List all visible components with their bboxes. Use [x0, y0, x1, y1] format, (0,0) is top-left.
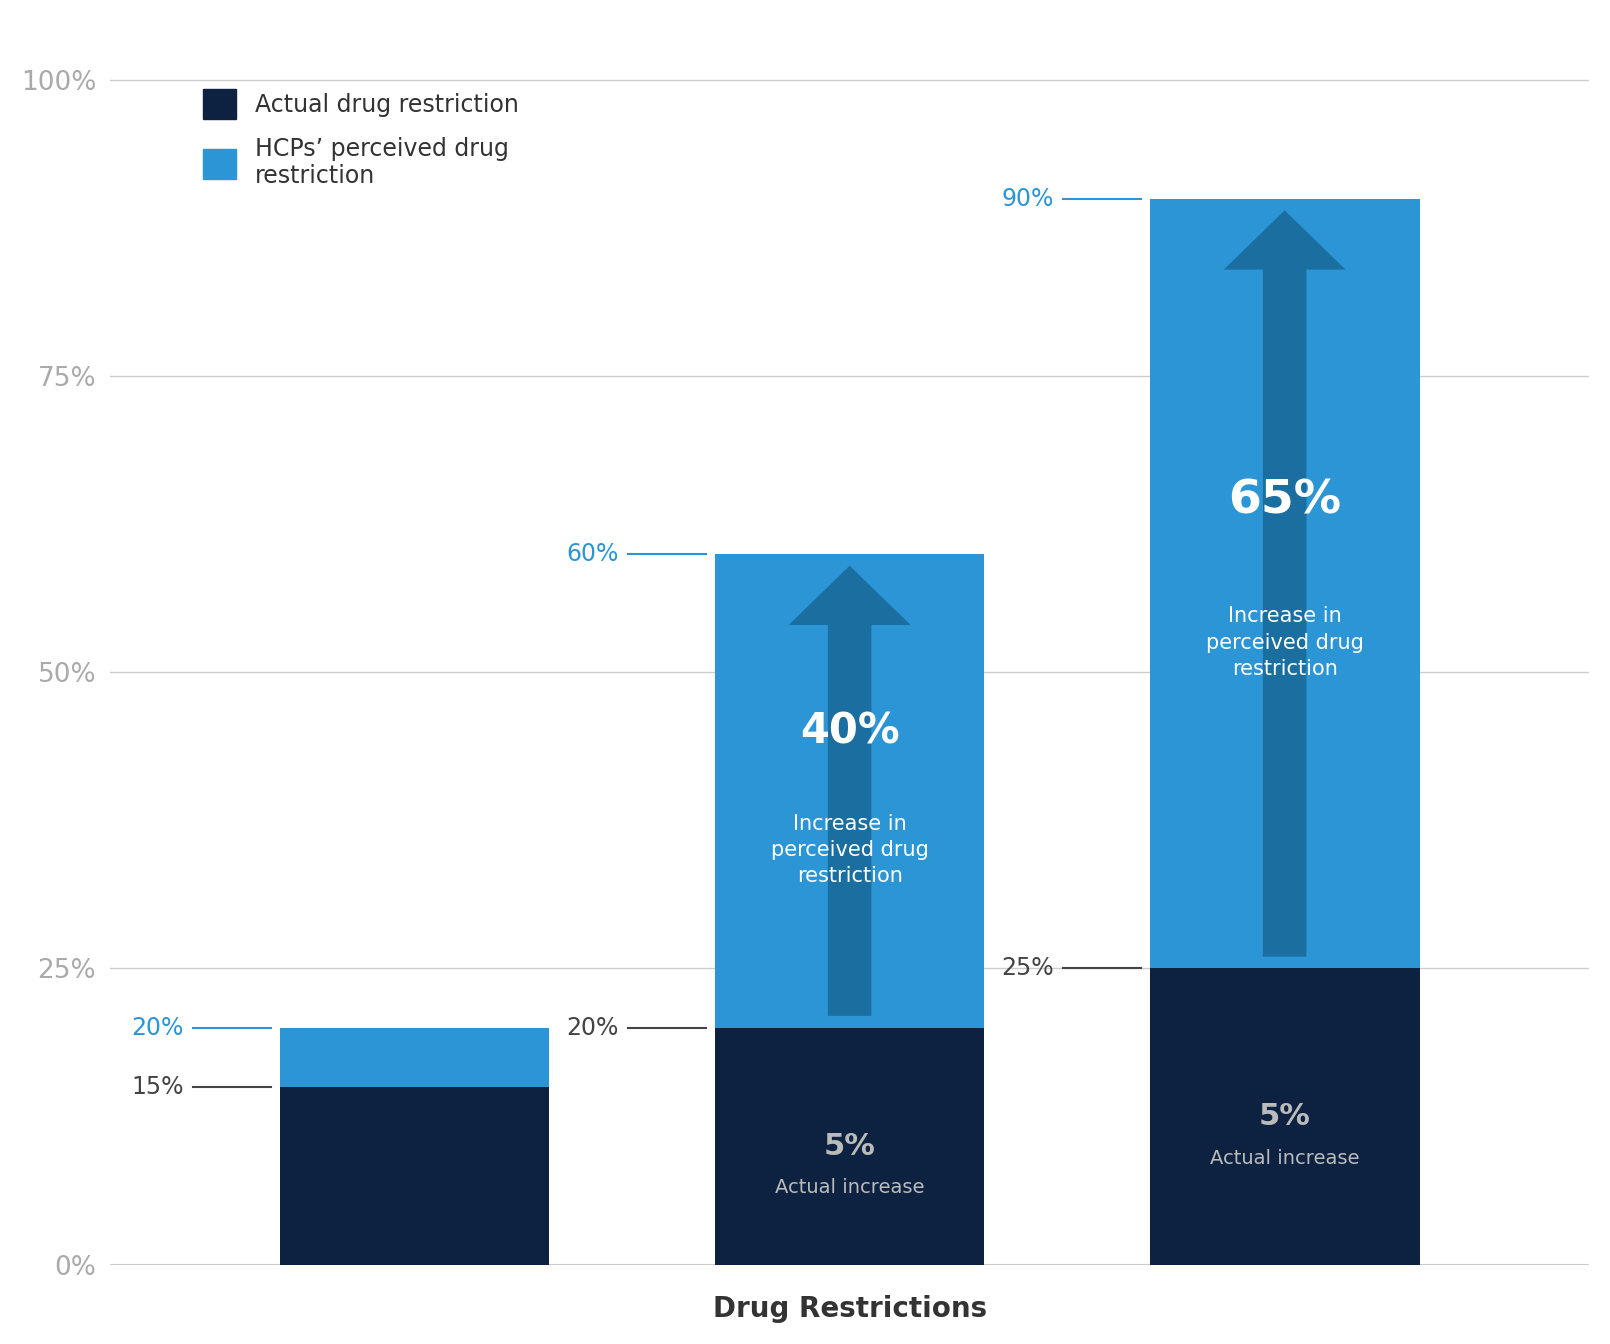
- Text: 40%: 40%: [800, 711, 900, 753]
- Text: Actual increase: Actual increase: [774, 1179, 924, 1198]
- Text: Actual increase: Actual increase: [1209, 1149, 1359, 1168]
- Bar: [280, 1028, 549, 1087]
- Text: 15%: 15%: [132, 1075, 184, 1099]
- Bar: [715, 554, 984, 1028]
- Text: 20%: 20%: [132, 1016, 184, 1040]
- X-axis label: Drug Restrictions: Drug Restrictions: [713, 1296, 987, 1322]
- Text: 25%: 25%: [1001, 957, 1055, 981]
- Text: 65%: 65%: [1228, 478, 1341, 523]
- Bar: [715, 1028, 984, 1265]
- Polygon shape: [789, 566, 911, 1016]
- Text: Increase in
perceived drug
restriction: Increase in perceived drug restriction: [771, 813, 929, 887]
- Text: 20%: 20%: [567, 1016, 620, 1040]
- Bar: [1150, 199, 1420, 969]
- Text: Increase in
perceived drug
restriction: Increase in perceived drug restriction: [1206, 606, 1364, 679]
- Legend: Actual drug restriction, HCPs’ perceived drug
restriction: Actual drug restriction, HCPs’ perceived…: [203, 89, 518, 188]
- Bar: [280, 1087, 549, 1265]
- Text: 90%: 90%: [1001, 187, 1055, 211]
- Text: 5%: 5%: [824, 1132, 876, 1161]
- Bar: [1150, 969, 1420, 1265]
- Polygon shape: [1224, 211, 1346, 957]
- Text: 5%: 5%: [1259, 1102, 1311, 1132]
- Text: 60%: 60%: [567, 542, 620, 566]
